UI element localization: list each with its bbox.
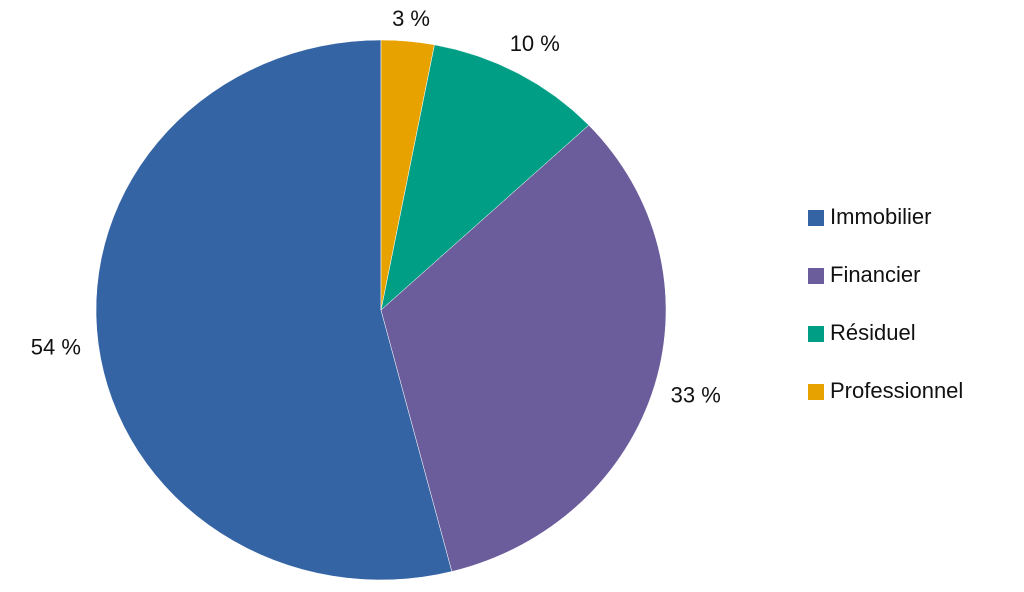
legend-label: Professionnel <box>830 378 963 403</box>
data-label: 33 % <box>671 382 721 407</box>
pie-slice <box>380 44 590 311</box>
pie-slice <box>95 39 453 581</box>
data-label: 3 % <box>392 6 430 31</box>
legend-swatch <box>808 210 824 226</box>
pie-slice <box>380 124 667 572</box>
legend-swatch <box>808 326 824 342</box>
data-label: 10 % <box>510 31 560 56</box>
legend-label: Résiduel <box>830 320 916 345</box>
legend-swatch <box>808 268 824 284</box>
data-label: 54 % <box>31 335 81 360</box>
legend-swatch <box>808 384 824 400</box>
legend-label: Immobilier <box>830 204 931 229</box>
legend-label: Financier <box>830 262 920 287</box>
pie-slice <box>380 39 435 311</box>
